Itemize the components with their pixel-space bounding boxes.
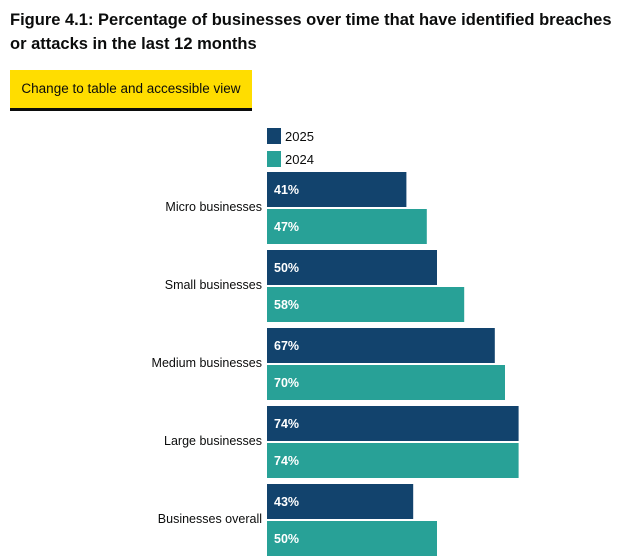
bar-2024-businesses-overall bbox=[267, 521, 437, 556]
category-label-medium-businesses: Medium businesses bbox=[152, 356, 262, 370]
legend-item-2024: 2024 bbox=[267, 149, 314, 169]
bar-2024-medium-businesses bbox=[267, 365, 505, 400]
category-label-large-businesses: Large businesses bbox=[164, 434, 262, 448]
legend-item-2025: 2025 bbox=[267, 126, 314, 146]
bar-2025-businesses-overall bbox=[267, 484, 414, 519]
data-label-2024-small-businesses: 58% bbox=[274, 298, 299, 312]
data-label-2025-large-businesses: 74% bbox=[274, 417, 299, 431]
data-label-2024-medium-businesses: 70% bbox=[274, 376, 299, 390]
figure-title: Figure 4.1: Percentage of businesses ove… bbox=[10, 11, 612, 53]
data-label-2024-micro-businesses: 47% bbox=[274, 220, 299, 234]
data-label-2024-businesses-overall: 50% bbox=[274, 532, 299, 546]
bar-2025-small-businesses bbox=[267, 250, 437, 285]
bar-2024-large-businesses bbox=[267, 443, 519, 478]
bar-2025-medium-businesses bbox=[267, 328, 495, 363]
data-label-2025-businesses-overall: 43% bbox=[274, 495, 299, 509]
legend-label-2024: 2024 bbox=[285, 151, 314, 167]
legend-label-2025: 2025 bbox=[285, 128, 314, 144]
category-label-businesses-overall: Businesses overall bbox=[158, 512, 262, 526]
bar-2024-micro-businesses bbox=[267, 209, 427, 244]
data-label-2025-micro-businesses: 41% bbox=[274, 183, 299, 197]
category-label-small-businesses: Small businesses bbox=[165, 278, 262, 292]
legend-swatch-2025 bbox=[267, 128, 281, 144]
bar-2025-micro-businesses bbox=[267, 172, 407, 207]
chart-legend: 2025 2024 bbox=[267, 126, 314, 172]
data-label-2025-small-businesses: 50% bbox=[274, 261, 299, 275]
bar-2024-small-businesses bbox=[267, 287, 465, 322]
data-label-2025-medium-businesses: 67% bbox=[274, 339, 299, 353]
category-label-micro-businesses: Micro businesses bbox=[165, 200, 262, 214]
bar-2025-large-businesses bbox=[267, 406, 519, 441]
change-view-button[interactable]: Change to table and accessible view bbox=[10, 70, 252, 108]
data-label-2024-large-businesses: 74% bbox=[274, 454, 299, 468]
legend-swatch-2024 bbox=[267, 151, 281, 167]
button-underline bbox=[10, 109, 252, 111]
